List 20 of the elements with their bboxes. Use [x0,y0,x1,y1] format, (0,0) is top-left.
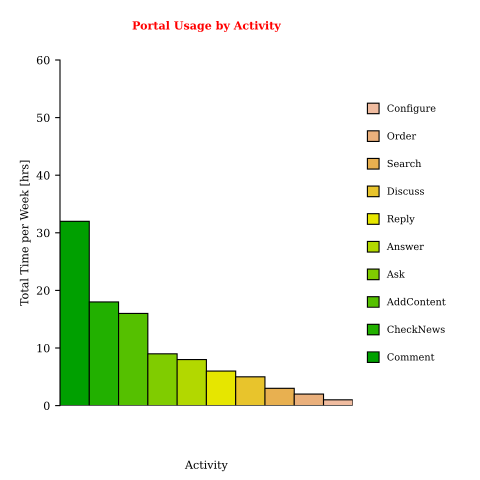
legend-label: Reply [387,214,415,224]
legend-label: Search [388,160,422,168]
legend-label: Ask [386,270,405,278]
y-tick-label: 60 [36,56,50,64]
x-axis-title: Activity [184,460,228,472]
y-tick-label: 40 [36,171,50,180]
y-tick-label: 0 [44,402,50,410]
legend-label: Configure [387,104,436,114]
legend-label: CheckNews [387,325,445,333]
y-axis-title: Total Time per Week [hrs] [20,160,31,306]
y-tick-label: 20 [36,286,50,295]
y-tick-label: 30 [36,228,50,238]
y-tick-label: 50 [37,114,50,122]
legend-label: Order [387,132,416,140]
legend-label: Discuss [387,187,424,195]
chart-title: Portal Usage by Activity [132,21,282,32]
legend-label: Comment [387,353,434,361]
legend-label: AddContent [386,298,446,306]
y-tick-label: 10 [37,344,50,352]
legend-label: Answer [386,242,424,250]
